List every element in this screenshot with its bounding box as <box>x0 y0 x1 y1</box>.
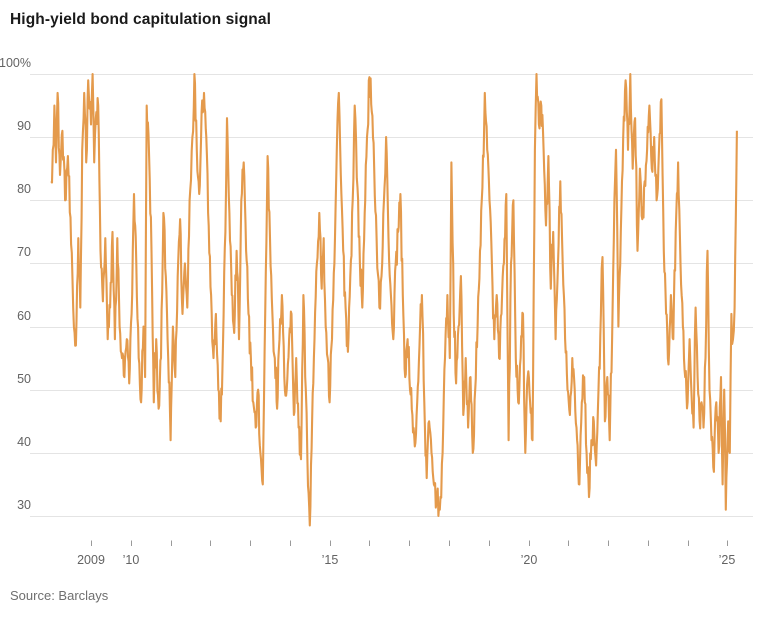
x-axis-tick-label: ’10 <box>122 553 140 567</box>
signal-line-series <box>50 72 738 527</box>
y-axis-tick-label: 60 <box>17 309 31 323</box>
y-axis-tick-label: 90 <box>17 119 31 133</box>
y-axis-tick-label: 80 <box>17 182 31 196</box>
y-axis-tick-label: 70 <box>17 245 31 259</box>
chart-title: High-yield bond capitulation signal <box>10 11 271 28</box>
x-axis-tick-label: 2009 <box>77 553 105 567</box>
x-axis-tick-label: ’15 <box>321 553 339 567</box>
x-axis-ticks <box>91 540 728 546</box>
source-note: Source: Barclays <box>10 588 109 603</box>
x-axis-tick-label: ’20 <box>520 553 538 567</box>
y-axis-tick-label: 100% <box>0 56 31 70</box>
y-axis-tick-label: 40 <box>17 435 31 449</box>
y-axis-tick-label: 50 <box>17 372 31 386</box>
y-axis-tick-label: 30 <box>17 498 31 512</box>
x-axis-tick-label: ’25 <box>718 553 736 567</box>
